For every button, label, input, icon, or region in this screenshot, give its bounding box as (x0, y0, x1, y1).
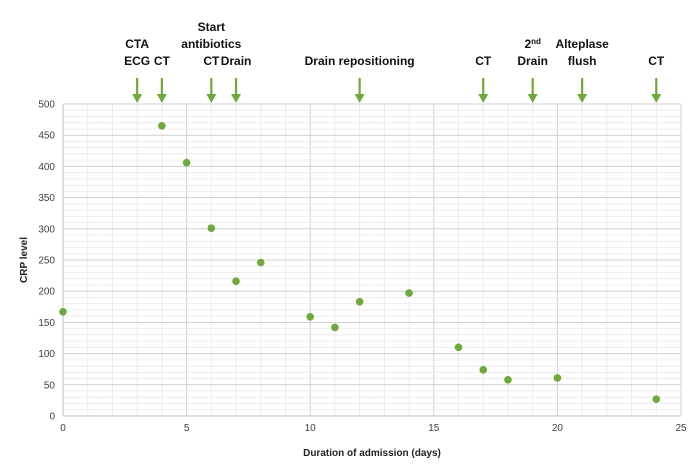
event-annotation: CTA ECG (124, 37, 150, 103)
data-point (504, 376, 512, 384)
annotation-text: antibiotics (181, 37, 241, 51)
arrow-head (651, 94, 662, 103)
annotation-text: flush (568, 54, 597, 68)
arrow-head (527, 94, 538, 103)
y-axis-label: CRP level (19, 237, 30, 283)
arrow-head (132, 94, 143, 103)
data-point (182, 158, 191, 167)
data-point (232, 277, 240, 286)
annotation-text: CT (203, 54, 220, 68)
data-point (479, 366, 488, 374)
y-tick-label: 300 (38, 224, 55, 235)
x-tick-label: 0 (60, 423, 66, 434)
data-point (207, 224, 216, 232)
arrow-head (156, 94, 167, 103)
y-tick-label: 200 (38, 287, 55, 298)
annotation-text-superscript: nd (531, 37, 541, 46)
data-point (59, 307, 67, 316)
annotation-text: Drain (221, 54, 252, 68)
arrow-head (231, 94, 242, 103)
x-tick-label: 10 (305, 423, 317, 434)
y-tick-label: 450 (38, 131, 55, 142)
data-point (158, 122, 166, 130)
arrow-head (577, 94, 588, 103)
data-point (454, 343, 463, 352)
grid-lines (62, 103, 682, 417)
y-tick-label: 0 (49, 412, 55, 423)
x-axis-label: Duration of admission (days) (303, 448, 441, 459)
arrow-head (354, 94, 365, 103)
y-tick-label: 500 (38, 100, 55, 111)
annotation-text: 2nd (524, 37, 541, 52)
x-tick-label: 15 (428, 423, 440, 434)
data-point (652, 395, 661, 403)
annotation-text: CTA (125, 37, 149, 51)
arrow-head (206, 94, 217, 103)
annotation-text: Alteplase (555, 37, 609, 51)
annotation-text: CT (475, 54, 492, 68)
event-annotation: CT (154, 54, 171, 103)
annotation-text: CT (648, 54, 665, 68)
event-annotation: CT (475, 54, 492, 103)
event-annotation: Start antibiotics CT (181, 20, 242, 103)
event-annotation: CT (648, 54, 665, 103)
data-point (331, 323, 339, 332)
annotation-text: Start (198, 20, 225, 34)
annotation-text: CT (154, 54, 171, 68)
annotation-text: Drain repositioning (305, 54, 415, 68)
x-tick-label: 20 (552, 423, 564, 434)
data-points (59, 122, 661, 403)
event-annotation: Drain repositioning (305, 54, 415, 103)
event-annotation: 2nd Drain (517, 37, 548, 103)
data-point (306, 312, 315, 321)
data-point (256, 258, 265, 267)
data-point (355, 298, 364, 306)
y-tick-label: 50 (44, 380, 56, 391)
data-point (405, 289, 413, 297)
axes (62, 104, 681, 417)
annotation-text-main: 2 (524, 37, 531, 51)
y-tick-label: 350 (38, 193, 55, 204)
x-tick-label: 25 (675, 423, 687, 434)
y-tick-label: 250 (38, 256, 55, 267)
x-tick-label: 5 (184, 423, 190, 434)
data-point (553, 374, 562, 382)
y-tick-label: 400 (38, 162, 55, 173)
event-annotation: Drain (221, 54, 252, 103)
annotation-text: ECG (124, 54, 150, 68)
annotation-text: Drain (517, 54, 548, 68)
arrow-head (478, 94, 489, 103)
y-tick-label: 100 (38, 349, 55, 360)
event-annotation: Alteplase flush (555, 37, 609, 103)
y-tick-label: 150 (38, 318, 55, 329)
